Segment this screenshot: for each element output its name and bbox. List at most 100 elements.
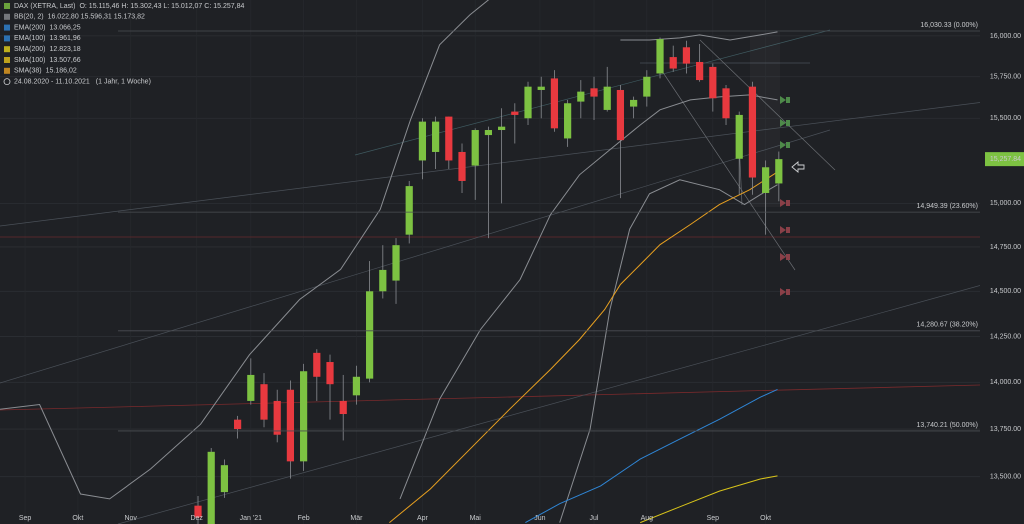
x-tick-label: Feb (298, 515, 310, 522)
x-tick-label: Jun (534, 515, 545, 522)
candle-body (326, 362, 334, 385)
x-axis: Sep Okt Nov Dez Jan '21 Feb Mär Apr Mai Jun Jul Aug… (19, 515, 771, 522)
candle-body (392, 245, 400, 281)
legend-name: DAX (XETRA, Last) (14, 3, 75, 10)
candle-body (458, 151, 466, 181)
candle-body (234, 419, 242, 430)
legend-swatch (4, 3, 10, 9)
candle-body (207, 451, 215, 524)
fib-label: 13,740.21 (50.00%) (917, 422, 979, 429)
candle-body (498, 126, 506, 131)
legend-values: 16.022,80 15.596,31 15.173,82 (48, 14, 145, 21)
legend-values: 12.823,18 (50, 46, 81, 53)
candle-body (682, 47, 691, 64)
candle-body (286, 389, 295, 462)
candle-body (656, 39, 664, 74)
plot-area: 16,030.33 (0.00%) 14,949.39 (23.60%) 14,28… (0, 0, 980, 524)
last-price-tag (985, 152, 1024, 167)
candle-body (260, 384, 268, 420)
candle-body (511, 111, 519, 115)
x-tick-label: Mai (470, 515, 482, 522)
y-tick-label: 15,000.00 (990, 200, 1021, 207)
y-tick-label: 14,250.00 (990, 333, 1021, 340)
legend-swatch (4, 57, 10, 63)
candle-body (630, 99, 638, 107)
candle-body (405, 186, 413, 235)
x-tick-label: Okt (72, 515, 83, 522)
legend: DAX (XETRA, Last) O: 15.115,46 H: 15.302,… (3, 3, 244, 85)
candle-body (775, 159, 783, 184)
legend-values: 13.066,25 (50, 24, 81, 31)
legend-name: SMA(38) (14, 68, 42, 75)
candle-body (300, 371, 308, 462)
candle-body (339, 400, 347, 415)
y-tick-label: 14,750.00 (990, 244, 1021, 251)
candle-body (194, 505, 202, 518)
indicator-line (399, 94, 778, 500)
legend-swatch (4, 35, 10, 42)
candle-body (247, 374, 255, 401)
clock-icon (3, 78, 11, 85)
signal-arrows (780, 96, 805, 296)
last-price-label: 15,257.84 (990, 156, 1021, 163)
fib-label: 14,280.67 (38.20%) (917, 322, 979, 329)
legend-swatch (4, 67, 10, 74)
candle-body (432, 121, 440, 152)
indicator-line (389, 171, 778, 523)
candle-body (564, 103, 572, 139)
legend-swatch (4, 24, 10, 31)
candle-body (471, 130, 479, 166)
y-tick-label: 13,750.00 (990, 426, 1021, 433)
range-label: 24.08.2020 - 11.10.2021 (14, 78, 90, 85)
legend-swatch (4, 13, 10, 20)
candle-body (603, 86, 611, 110)
candle-body (220, 465, 229, 493)
candle-body (748, 86, 757, 178)
y-tick-label: 14,500.00 (990, 288, 1021, 295)
x-tick-label: Apr (417, 515, 429, 522)
y-tick-label: 14,000.00 (990, 379, 1021, 386)
legend-values: O: 15.115,46 H: 15.302,43 L: 15.012,07 C… (79, 3, 244, 10)
fib-label: 14,949.39 (23.60%) (917, 203, 979, 210)
legend-values: 15.186,02 (46, 68, 77, 75)
y-axis: 13,500.00 13,750.00 14,000.00 14,250.00 14,5… (985, 33, 1024, 481)
legend-values: 13.507,66 (50, 57, 81, 64)
y-tick-label: 13,500.00 (990, 474, 1021, 481)
candle-body (762, 167, 770, 193)
candle-body (550, 78, 559, 129)
legend-name: BB(20, 2) (14, 14, 44, 21)
legend-values: 13.961,96 (50, 35, 81, 42)
candle-body (352, 376, 361, 396)
range-note: (1 Jahr, 1 Woche) (96, 78, 151, 85)
candle-body (735, 114, 743, 159)
indicator-line (559, 179, 778, 523)
candle-body (643, 76, 651, 97)
x-tick-label: Dez (190, 515, 203, 522)
candle-body (537, 86, 545, 90)
candle-body (577, 91, 585, 102)
x-tick-label: Okt (760, 515, 771, 522)
series (0, 0, 783, 524)
x-tick-label: Sep (19, 515, 32, 522)
candle-body (669, 57, 677, 69)
candle-body (524, 86, 532, 119)
legend-name: EMA(100) (14, 35, 46, 42)
trend-lines (0, 29, 980, 524)
x-tick-label: Jul (590, 515, 599, 522)
indicator-line (525, 388, 778, 524)
candle-body (696, 61, 704, 81)
grid (0, 35, 980, 478)
x-tick-label: Sep (707, 515, 720, 522)
x-tick-label: Nov (124, 515, 137, 522)
legend-swatch (4, 46, 10, 53)
y-tick-label: 15,750.00 (990, 74, 1021, 81)
fib-levels: 16,030.33 (0.00%) 14,949.39 (23.60%) 14,28… (118, 22, 980, 432)
fib-label: 16,030.33 (0.00%) (920, 22, 978, 29)
candle-body (418, 121, 427, 161)
candle-body (709, 66, 717, 99)
y-tick-label: 16,000.00 (990, 33, 1021, 40)
candle-body (273, 400, 281, 435)
legend-name: EMA(200) (14, 24, 46, 31)
